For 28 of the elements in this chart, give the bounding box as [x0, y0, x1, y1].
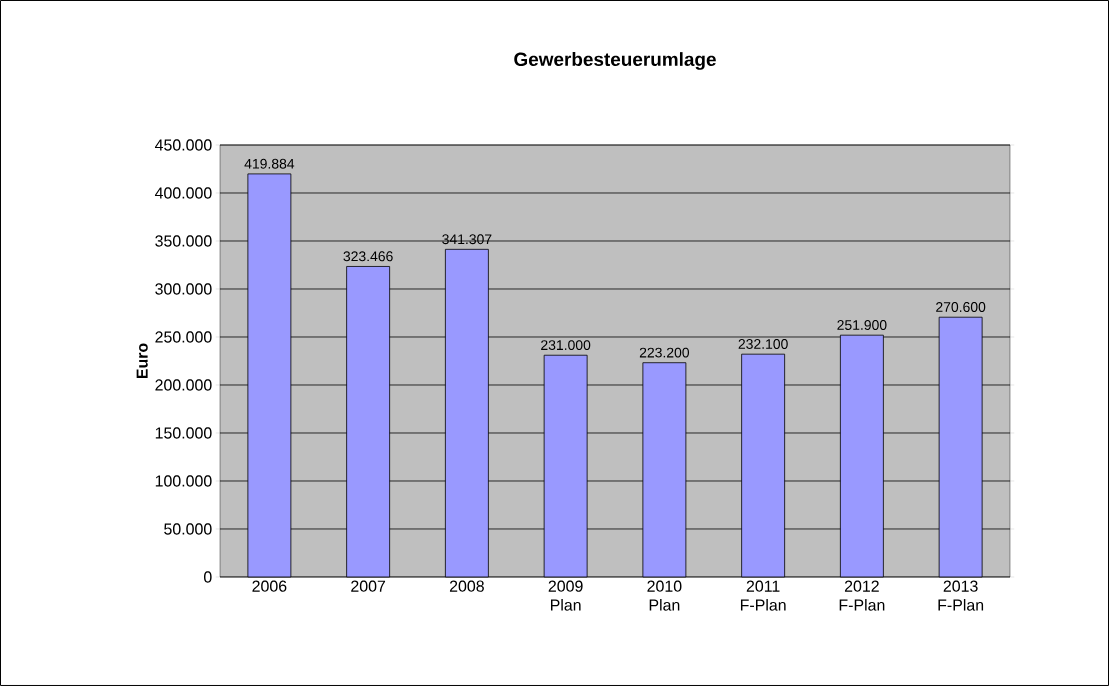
x-tick-label: 2010 Plan	[647, 580, 682, 611]
x-tick-label: 2011 F-Plan	[740, 580, 786, 611]
y-tick-label: 50.000	[164, 523, 212, 535]
y-tick-label: 350.000	[155, 235, 212, 247]
x-tick-label: 2009 Plan	[548, 580, 583, 611]
y-tick-label: 100.000	[155, 475, 212, 487]
y-axis-title: Euro	[136, 343, 148, 379]
data-label: 232.100	[738, 339, 788, 349]
y-tick-label: 0	[204, 571, 212, 583]
x-tick-label: 2006	[252, 580, 287, 592]
y-tick-label: 400.000	[154, 187, 212, 199]
x-tick-label: 2007	[351, 580, 386, 592]
y-tick-label: 150.000	[155, 427, 212, 439]
y-tick-label: 450.000	[154, 139, 212, 151]
data-label: 341.307	[442, 234, 492, 245]
data-label: 419.884	[244, 158, 295, 169]
y-tick-label: 300.000	[155, 283, 212, 295]
data-label: 231.000	[541, 340, 591, 351]
chart-title: Gewerbesteuerumlage	[514, 52, 716, 70]
data-label: 323.466	[343, 251, 393, 262]
data-label: 251.900	[837, 320, 887, 330]
y-tick-label: 250.000	[155, 331, 212, 343]
x-tick-label: 2012 F-Plan	[839, 580, 885, 611]
data-label: 223.200	[639, 347, 690, 358]
y-tick-label: 200.000	[155, 379, 212, 391]
x-tick-label: 2013 F-Plan	[938, 580, 984, 611]
data-label: 270.600	[936, 302, 986, 313]
x-tick-label: 2008	[449, 580, 484, 592]
